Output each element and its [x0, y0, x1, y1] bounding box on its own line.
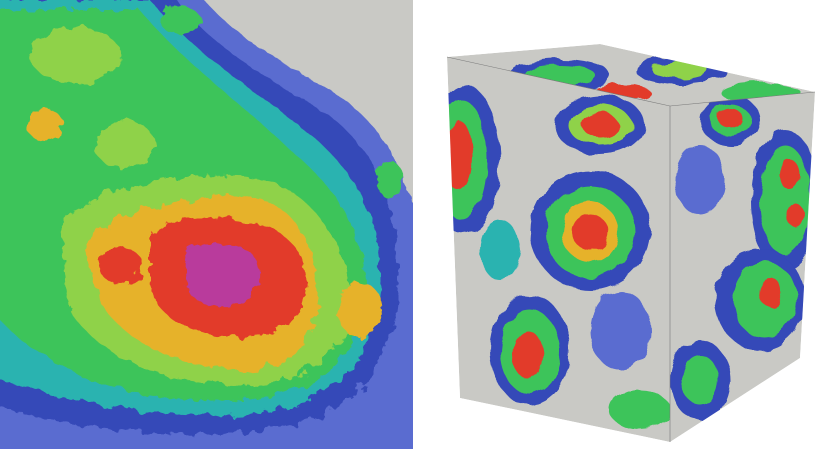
contour-map — [0, 0, 413, 449]
volume-cube — [446, 44, 816, 442]
